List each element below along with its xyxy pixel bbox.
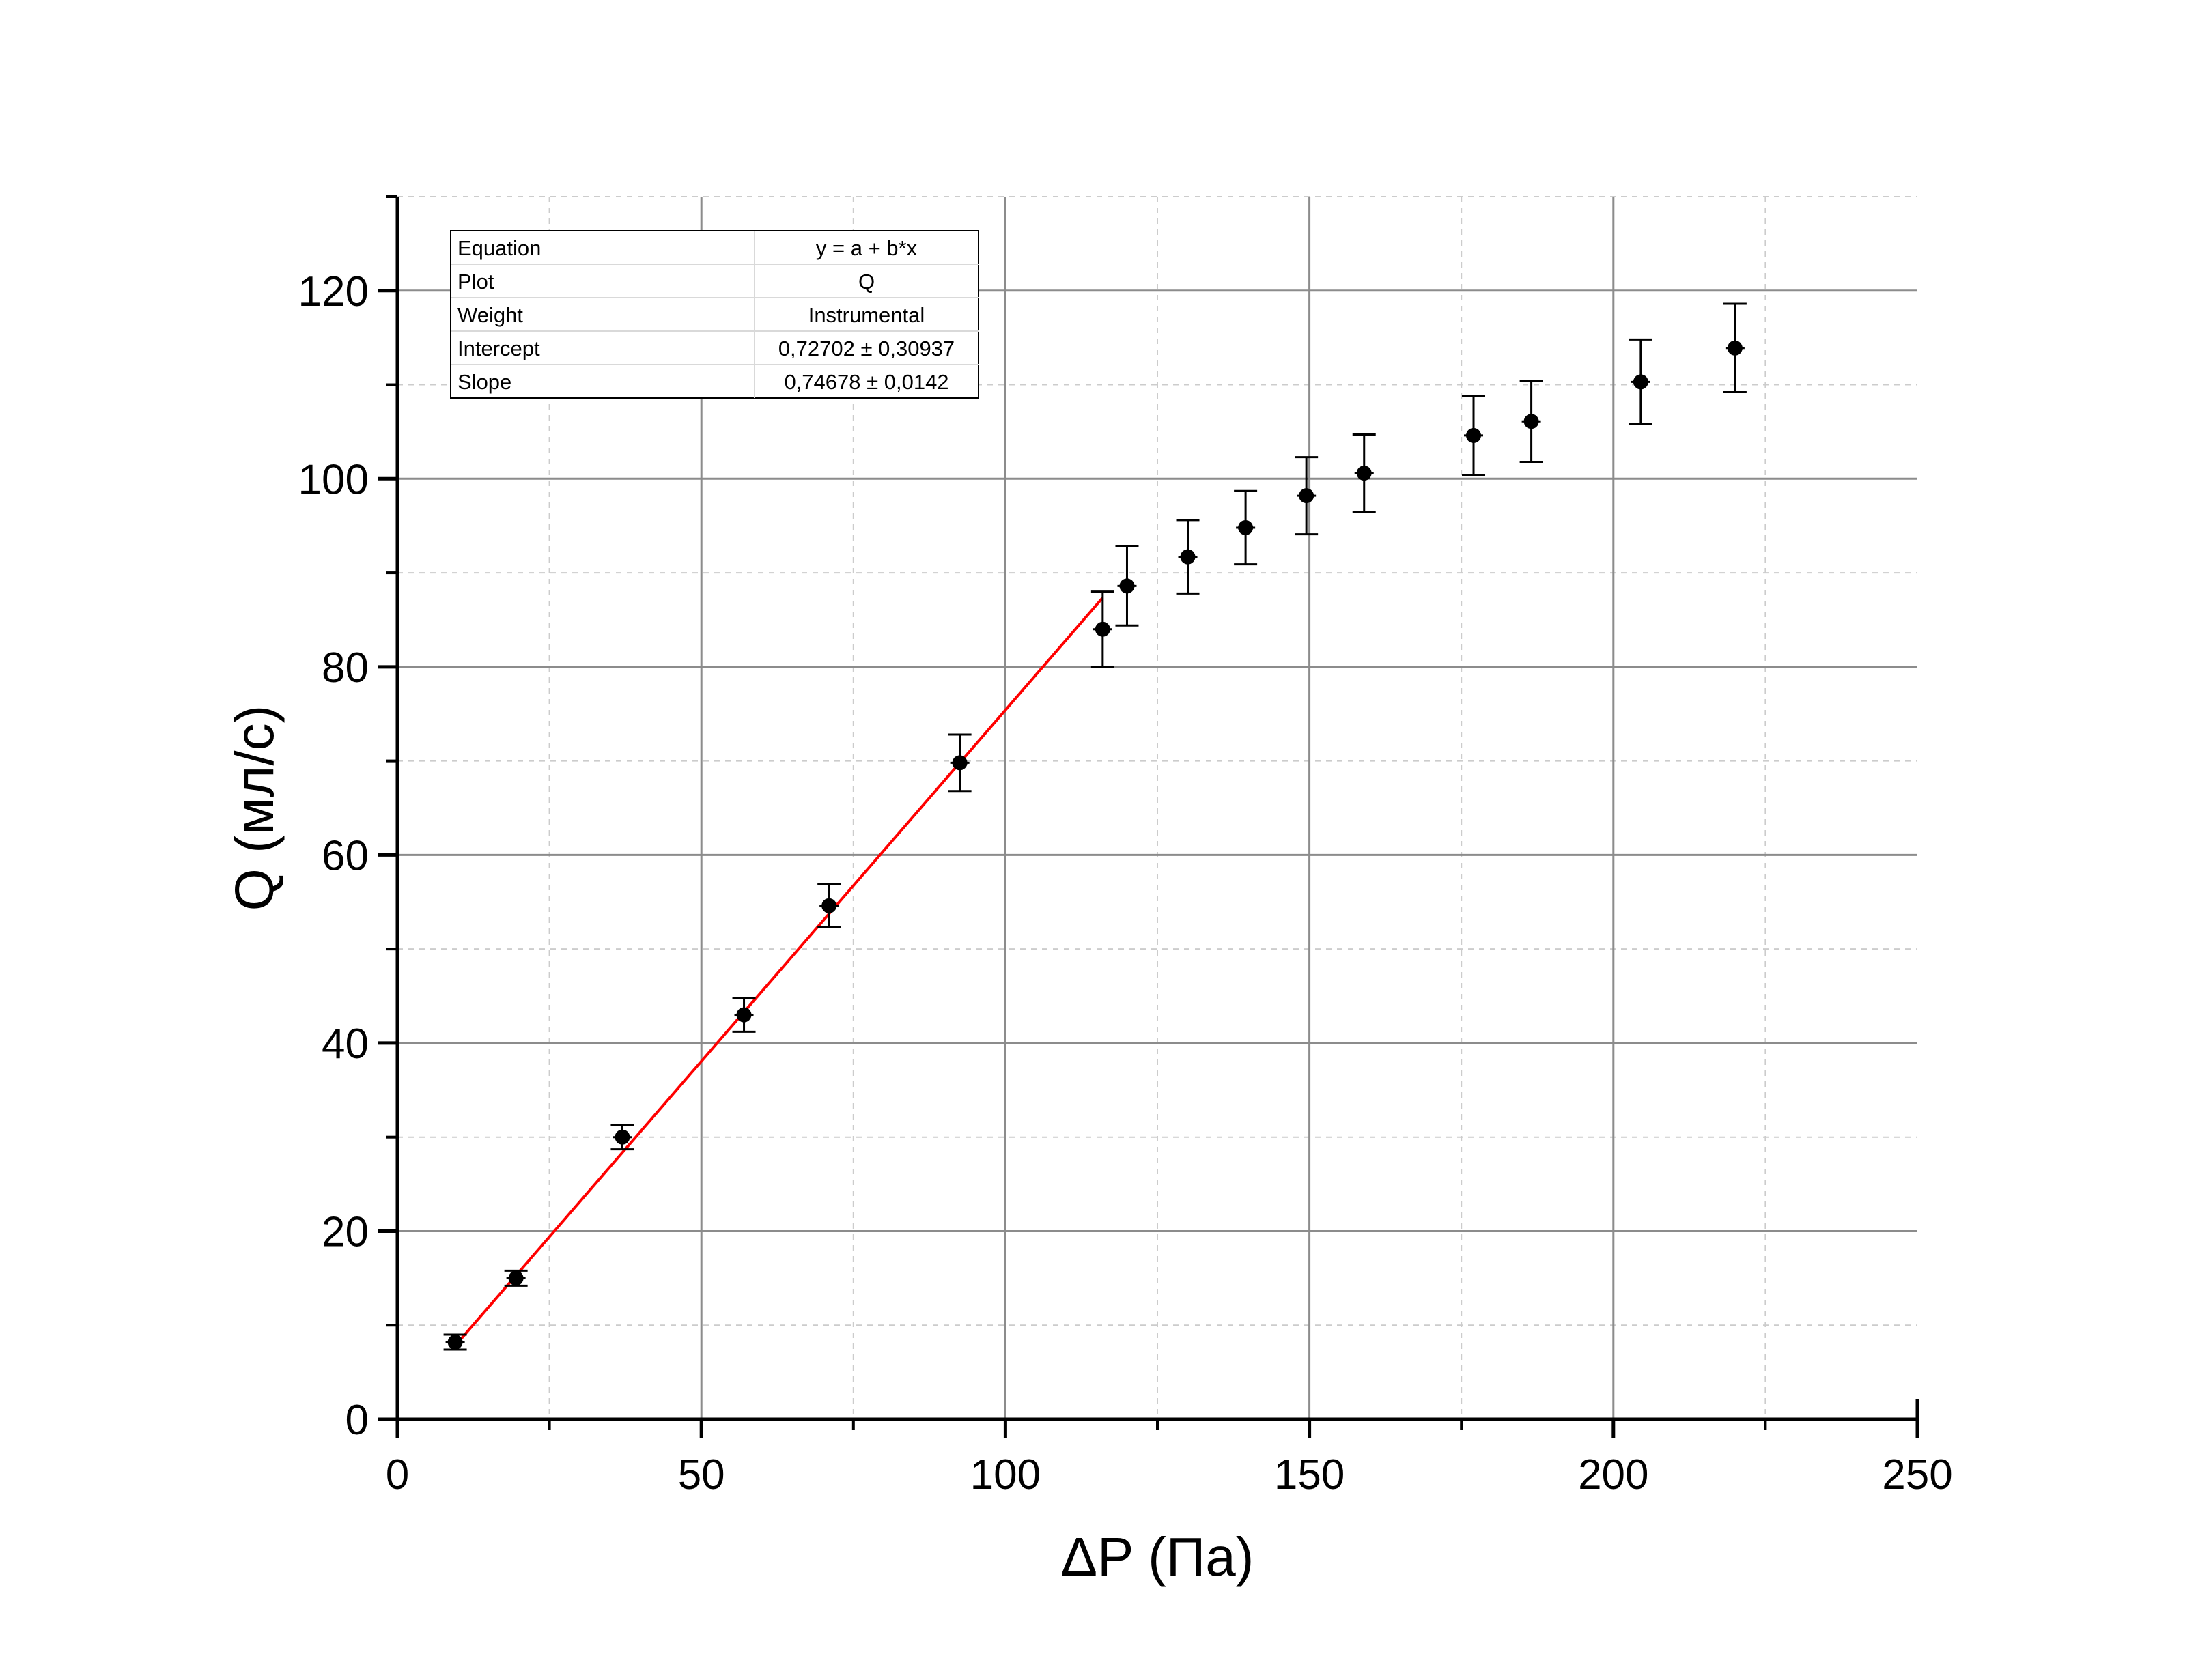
fit-results-table: Equation y = a + b*x Plot Q Weight Instrument…: [450, 230, 979, 399]
data-point-group: [1629, 338, 1652, 425]
data-point-group: [504, 1269, 528, 1287]
x-axis-title: ΔP (Па): [1061, 1526, 1254, 1587]
fit-table-value: 0,72702 ± 0,30937: [778, 337, 955, 360]
data-point-group: [1519, 380, 1543, 464]
x-tick-label: 0: [386, 1451, 409, 1498]
fit-table-value: Q: [858, 270, 875, 294]
y-tick-label: 0: [346, 1397, 369, 1444]
fit-table-key: Equation: [458, 236, 541, 260]
data-point-group: [1115, 545, 1139, 627]
y-tick-label: 120: [298, 268, 369, 315]
data-point-group: [1295, 456, 1319, 536]
fit-line: [454, 597, 1104, 1347]
fit-table-value: Instrumental: [808, 303, 925, 327]
x-tick-label: 100: [970, 1451, 1041, 1498]
data-point-group: [948, 733, 972, 793]
data-point: [736, 1007, 752, 1023]
data-point-group: [732, 997, 756, 1033]
x-tick-label: 200: [1578, 1451, 1648, 1498]
y-tick-label: 40: [322, 1021, 369, 1068]
axes: [378, 195, 1919, 1438]
data-point-group: [610, 1124, 634, 1151]
data-point-group: [817, 883, 841, 928]
x-tick-label: 250: [1882, 1451, 1952, 1498]
data-point-group: [1090, 590, 1114, 668]
data-point: [1727, 340, 1743, 356]
fit-table-key: Plot: [458, 270, 494, 294]
x-tick-label: 50: [678, 1451, 725, 1498]
data-point: [1119, 578, 1135, 594]
fit-table-key: Weight: [458, 303, 523, 327]
data-point: [1466, 427, 1482, 443]
data-points: [443, 302, 1747, 1351]
fit-table-value: y = a + b*x: [816, 236, 918, 260]
y-tick-label: 100: [298, 456, 369, 503]
data-point-group: [1352, 433, 1376, 513]
fit-table-key: Intercept: [458, 337, 540, 360]
data-point-group: [1234, 489, 1258, 566]
data-point: [1299, 488, 1314, 504]
fit-table-value: 0,74678 ± 0,0142: [784, 370, 948, 394]
data-point: [1238, 519, 1254, 535]
fit-table-frame: [450, 230, 979, 399]
data-point-group: [1176, 519, 1200, 595]
fit-table-key: Slope: [458, 370, 511, 394]
y-tick-label: 80: [322, 644, 369, 692]
data-point: [447, 1335, 463, 1350]
data-point: [1095, 621, 1110, 637]
x-tick-label: 150: [1274, 1451, 1345, 1498]
y-tick-label: 60: [322, 832, 369, 879]
grid: [397, 196, 1917, 1419]
fit-line-layer: [454, 597, 1104, 1347]
data-point: [508, 1270, 524, 1286]
data-point: [1356, 466, 1372, 481]
data-point-group: [443, 1333, 467, 1351]
data-point-group: [1462, 395, 1486, 476]
data-point: [821, 898, 837, 913]
data-point: [1633, 374, 1648, 390]
data-point-group: [1723, 302, 1747, 394]
y-tick-label: 20: [322, 1208, 369, 1255]
data-point: [1523, 414, 1539, 429]
data-point: [1180, 549, 1196, 565]
y-axis-title: Q (мл/с): [224, 705, 285, 911]
data-point: [615, 1129, 630, 1145]
data-point: [952, 755, 968, 771]
tick-labels: 0 50 100 150 200 250 0 20 40 60 80 100 120: [298, 268, 1953, 1498]
